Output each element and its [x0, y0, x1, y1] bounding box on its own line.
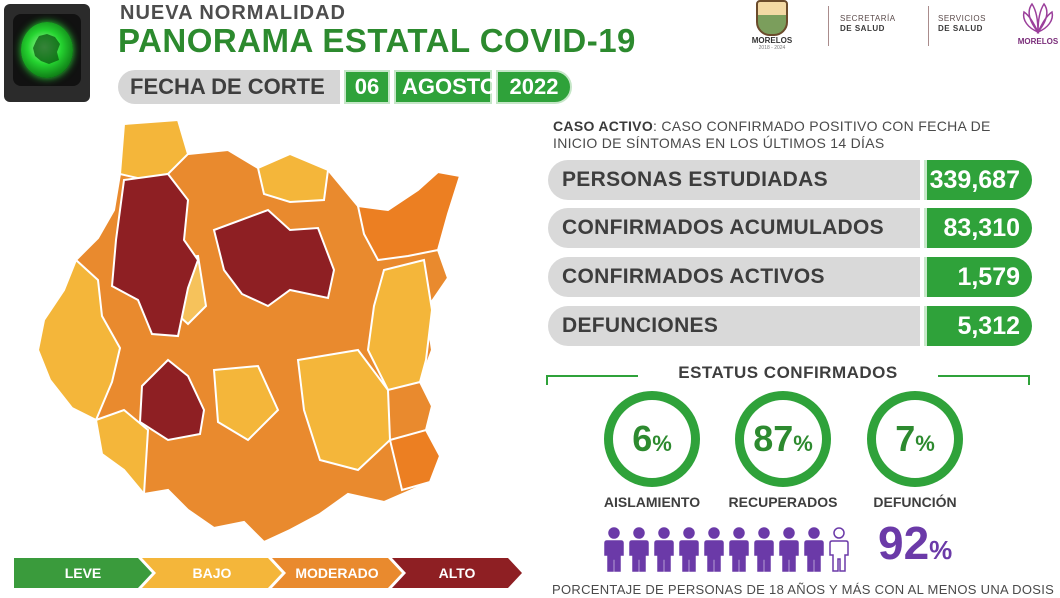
map-zone-bajo: [212, 364, 280, 442]
traffic-light-green-icon: [4, 4, 90, 102]
legend-moderado: MODERADO: [272, 558, 402, 588]
status-title-text: ESTATUS CONFIRMADOS: [678, 363, 898, 382]
map-zone-moderado: [388, 428, 442, 492]
stat-label: DEFUNCIONES: [548, 306, 948, 346]
map-zone-bajo: [94, 408, 150, 497]
person-icon: [779, 527, 799, 572]
stat-confirmados-activos: CONFIRMADOS ACTIVOS 1,579: [548, 257, 1032, 297]
legend-alto: ALTO: [392, 558, 522, 588]
ring-aislamiento: 6%: [604, 391, 700, 487]
ring-recuperados: 87%: [735, 391, 831, 487]
person-icon: [754, 527, 774, 572]
active-case-definition: CASO ACTIVO: CASO CONFIRMADO POSITIVO CO…: [553, 118, 1033, 152]
cutoff-date: FECHA DE CORTE 06 AGOSTO 2022: [118, 70, 572, 104]
stat-defunciones: DEFUNCIONES 5,312: [548, 306, 1032, 346]
stat-value: 339,687: [920, 160, 1032, 200]
stat-value: 5,312: [920, 306, 1032, 346]
person-icon: [654, 527, 674, 572]
divider-tick: [1028, 375, 1030, 385]
ring-unit: %: [652, 431, 672, 456]
stat-confirmados-acumulados: CONFIRMADOS ACUMULADOS 83,310: [548, 208, 1032, 248]
state-risk-map: [36, 118, 462, 544]
legend-leve: LEVE: [14, 558, 152, 588]
stat-value: 83,310: [920, 208, 1032, 248]
person-icon: [829, 527, 849, 572]
flower-icon: [1022, 2, 1054, 35]
vaccination-unit: %: [929, 535, 953, 565]
ring-unit: %: [915, 431, 935, 456]
person-icon: [604, 527, 624, 572]
secretaria-salud-logo: SECRETARÍA DE SALUD: [840, 14, 896, 34]
stat-personas-estudiadas: PERSONAS ESTUDIADAS 339,687: [548, 160, 1032, 200]
stat-label: CONFIRMADOS ACTIVOS: [548, 257, 948, 297]
cutoff-date-year: 2022: [496, 70, 572, 104]
cutoff-date-label: FECHA DE CORTE: [118, 70, 340, 104]
coat-of-arms-icon: [756, 0, 788, 36]
cutoff-date-month: AGOSTO: [394, 70, 497, 104]
definition-text: : CASO CONFIRMADO POSITIVO CON FECHA DE …: [553, 118, 991, 151]
stat-label: PERSONAS ESTUDIADAS: [548, 160, 948, 200]
ring-value: 87: [753, 418, 794, 459]
stat-value: 1,579: [920, 257, 1032, 297]
vaccination-pictogram: [602, 527, 852, 573]
ring-label-aislamiento: AISLAMIENTO: [603, 494, 701, 510]
state-period: 2018 - 2024: [758, 45, 786, 51]
traffic-light-housing: [13, 14, 81, 86]
person-icon: [629, 527, 649, 572]
person-icon: [729, 527, 749, 572]
kicker-text: NUEVA NORMALIDAD: [120, 2, 346, 24]
divider-line: [546, 375, 638, 377]
vaccination-value: 92: [878, 517, 930, 569]
map-zone-alto: [110, 172, 200, 338]
ring-unit: %: [793, 431, 813, 456]
state-name: MORELOS: [751, 36, 793, 45]
institution-logos: MORELOS 2018 - 2024 SECRETARÍA DE SALUD …: [740, 0, 1060, 64]
morelos-state-logo: MORELOS 2018 - 2024: [744, 0, 800, 60]
person-icon: [679, 527, 699, 572]
status-title: ESTATUS CONFIRMADOS: [546, 363, 1030, 385]
divider-line: [938, 375, 1030, 377]
page-title: PANORAMA ESTATAL COVID-19: [118, 22, 636, 59]
servicios-line-1: SERVICIOS: [938, 14, 986, 23]
logo-divider: [928, 6, 929, 46]
cutoff-date-day: 06: [344, 70, 390, 104]
ring-defuncion: 7%: [867, 391, 963, 487]
person-icon: [804, 527, 824, 572]
legend-bajo: BAJO: [142, 558, 282, 588]
map-zone-bajo: [296, 348, 392, 472]
definition-term: CASO ACTIVO: [553, 118, 654, 134]
ring-label-recuperados: RECUPERADOS: [728, 494, 838, 510]
person-icon: [704, 527, 724, 572]
map-zone-moderado: [356, 170, 462, 262]
map-zone-alto: [212, 208, 336, 308]
servicios-salud-logo: SERVICIOS DE SALUD: [938, 14, 986, 34]
servicios-line-2: DE SALUD: [938, 24, 983, 33]
secretaria-line-2: DE SALUD: [840, 24, 885, 33]
brand-name: MORELOS: [1017, 37, 1059, 46]
vaccination-caption: PORCENTAJE DE PERSONAS DE 18 AÑOS Y MÁS …: [552, 582, 1055, 597]
risk-legend: LEVE BAJO MODERADO ALTO: [14, 558, 512, 588]
ring-label-defuncion: DEFUNCIÓN: [873, 494, 957, 510]
map-zone-bajo: [366, 258, 434, 392]
morelos-brand-logo: MORELOS: [1016, 0, 1060, 56]
secretaria-line-1: SECRETARÍA: [840, 14, 896, 23]
state-silhouette-icon: [33, 34, 60, 64]
divider-tick: [546, 375, 548, 385]
logo-divider: [828, 6, 829, 46]
map-zone-alto: [138, 358, 206, 442]
map-zone-bajo: [36, 258, 122, 422]
vaccination-percent: 92%: [878, 516, 952, 570]
stat-label: CONFIRMADOS ACUMULADOS: [548, 208, 948, 248]
ring-value: 7: [895, 418, 916, 459]
ring-value: 6: [632, 418, 653, 459]
map-zone-bajo: [256, 152, 330, 204]
green-light: [21, 22, 73, 78]
